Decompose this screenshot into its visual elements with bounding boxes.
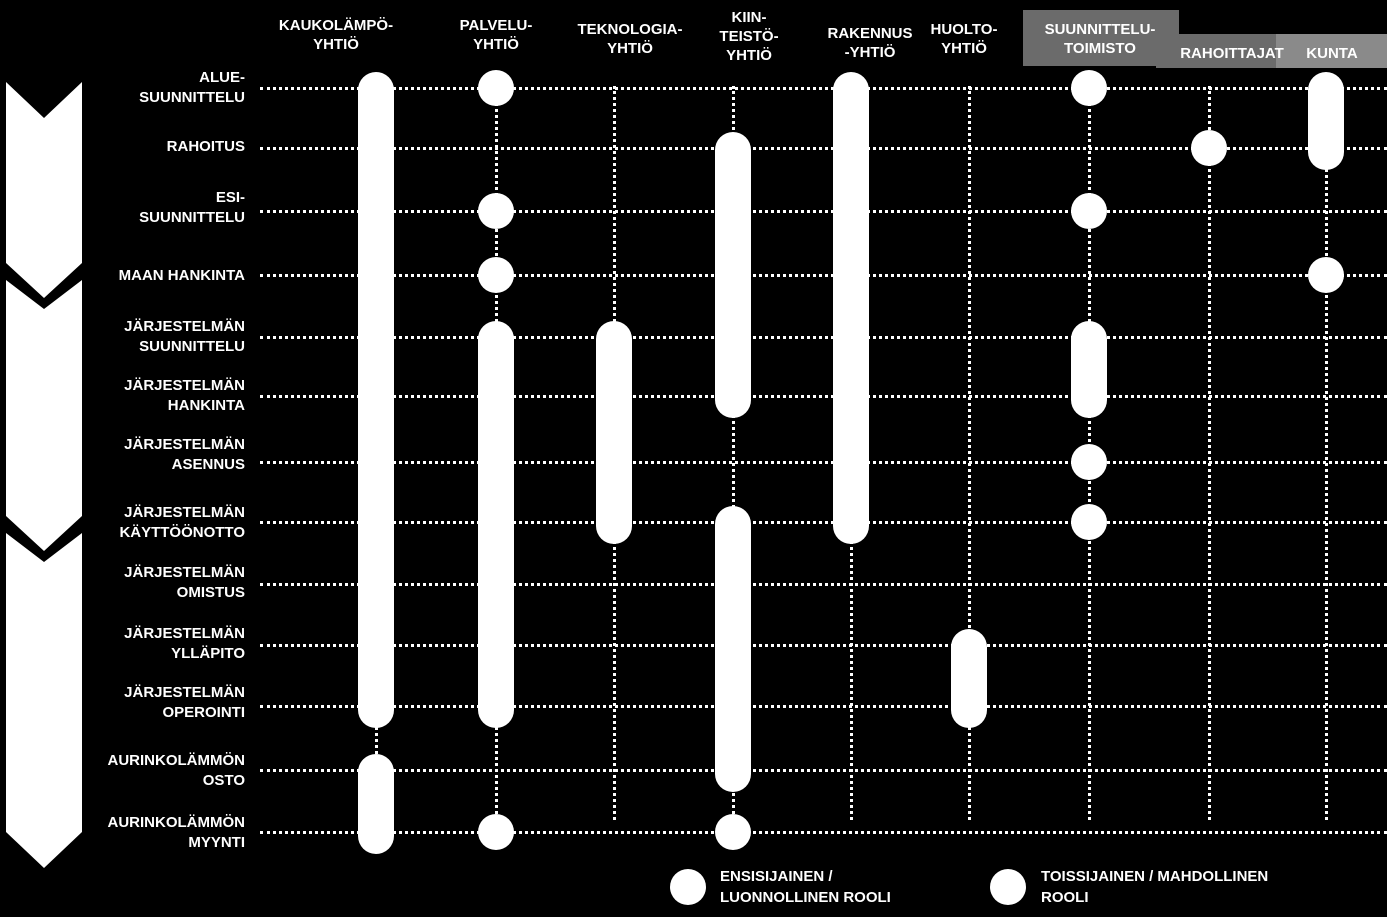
- row-label-jarj_suunnittelu: JÄRJESTELMÄN SUUNNITTELU: [124, 318, 245, 355]
- column-header-kaukolampo: KAUKOLÄMPÖ- YHTIÖ: [278, 17, 394, 53]
- role-bar-kiinteisto: [715, 132, 751, 418]
- row-gridline: [260, 583, 1387, 586]
- column-header-huolto: HUOLTO- YHTIÖ: [930, 21, 998, 57]
- role-dot-suunnittelu: [1071, 193, 1107, 229]
- process-arrow-segment-3: [6, 533, 82, 868]
- row-gridline: [260, 336, 1387, 339]
- row-gridline: [260, 769, 1387, 772]
- column-gridline: [1325, 86, 1328, 820]
- role-dot-rahoittajat: [1191, 130, 1227, 166]
- column-header-box-suunnittelu: [1023, 10, 1179, 66]
- role-dot-suunnittelu: [1071, 504, 1107, 540]
- role-bar-suunnittelu: [1071, 321, 1107, 418]
- role-bar-kunta: [1308, 72, 1344, 170]
- row-gridline: [260, 147, 1387, 150]
- role-bar-kiinteisto: [715, 506, 751, 792]
- column-gridline: [1208, 86, 1211, 820]
- role-dot-palvelu: [478, 70, 514, 106]
- row-gridline: [260, 644, 1387, 647]
- row-label-aurinko_osto: AURINKOLÄMMÖN OSTO: [107, 752, 245, 789]
- row-label-jarj_yllapito: JÄRJESTELMÄN YLLÄPITO: [124, 625, 245, 662]
- row-label-rahoitus: RAHOITUS: [166, 138, 245, 155]
- role-dot-palvelu: [478, 814, 514, 850]
- role-bar-huolto: [951, 629, 987, 728]
- column-header-rahoittajat: RAHOITTAJAT: [1180, 45, 1284, 62]
- row-label-esisuunnittelu: ESI- SUUNNITTELU: [139, 189, 245, 226]
- row-gridline: [260, 87, 1387, 90]
- role-dot-kunta: [1308, 257, 1344, 293]
- row-label-jarj_hankinta: JÄRJESTELMÄN HANKINTA: [124, 377, 245, 414]
- column-header-box-kunta: [1276, 34, 1387, 68]
- role-dot-palvelu: [478, 257, 514, 293]
- row-label-jarj_kayttoonotto: JÄRJESTELMÄN KÄYTTÖÖNOTTO: [119, 504, 245, 541]
- role-bar-kaukolampo: [358, 754, 394, 854]
- role-bar-palvelu: [478, 321, 514, 728]
- row-gridline: [260, 705, 1387, 708]
- process-arrow: [6, 82, 82, 868]
- legend-secondary-marker: [990, 869, 1026, 905]
- row-gridline: [260, 210, 1387, 213]
- column-header-kiinteisto: KIIN- TEISTÖ- YHTIÖ: [719, 9, 779, 64]
- role-bar-kaukolampo: [358, 72, 394, 728]
- column-header-rakennus: RAKENNUS -YHTIÖ: [827, 25, 913, 61]
- row-label-maan_hankinta: MAAN HANKINTA: [118, 267, 245, 284]
- legend-primary-label: ENSISIJAINEN / LUONNOLLINEN ROOLI: [720, 868, 891, 906]
- row-label-aluesuunnittelu: ALUE- SUUNNITTELU: [139, 69, 245, 106]
- role-dot-kiinteisto: [715, 814, 751, 850]
- role-dot-suunnittelu: [1071, 70, 1107, 106]
- row-gridline: [260, 274, 1387, 277]
- row-label-jarj_omistus: JÄRJESTELMÄN OMISTUS: [124, 564, 245, 601]
- legend-primary-marker: [670, 869, 706, 905]
- role-bar-teknologia: [596, 321, 632, 544]
- row-label-aurinko_myynti: AURINKOLÄMMÖN MYYNTI: [107, 814, 245, 851]
- process-arrow-segment-1: [6, 82, 82, 298]
- row-gridline: [260, 831, 1387, 834]
- legend-secondary-label: TOISSIJAINEN / MAHDOLLINEN ROOLI: [1041, 868, 1269, 906]
- row-gridline: [260, 395, 1387, 398]
- column-gridline: [968, 86, 971, 820]
- role-dot-suunnittelu: [1071, 444, 1107, 480]
- role-bar-rakennus: [833, 72, 869, 544]
- row-gridline: [260, 521, 1387, 524]
- column-header-kunta: KUNTA: [1306, 45, 1358, 62]
- column-header-teknologia: TEKNOLOGIA- YHTIÖ: [577, 21, 683, 57]
- row-gridline: [260, 461, 1387, 464]
- role-dot-palvelu: [478, 193, 514, 229]
- row-label-jarj_operointi: JÄRJESTELMÄN OPEROINTI: [124, 684, 245, 721]
- row-label-jarj_asennus: JÄRJESTELMÄN ASENNUS: [124, 436, 245, 473]
- column-header-suunnittelu: SUUNNITTELU- TOIMISTO: [1044, 21, 1156, 57]
- column-header-palvelu: PALVELU- YHTIÖ: [459, 17, 533, 53]
- process-arrow-segment-2: [6, 280, 82, 551]
- column-gridline: [732, 86, 735, 820]
